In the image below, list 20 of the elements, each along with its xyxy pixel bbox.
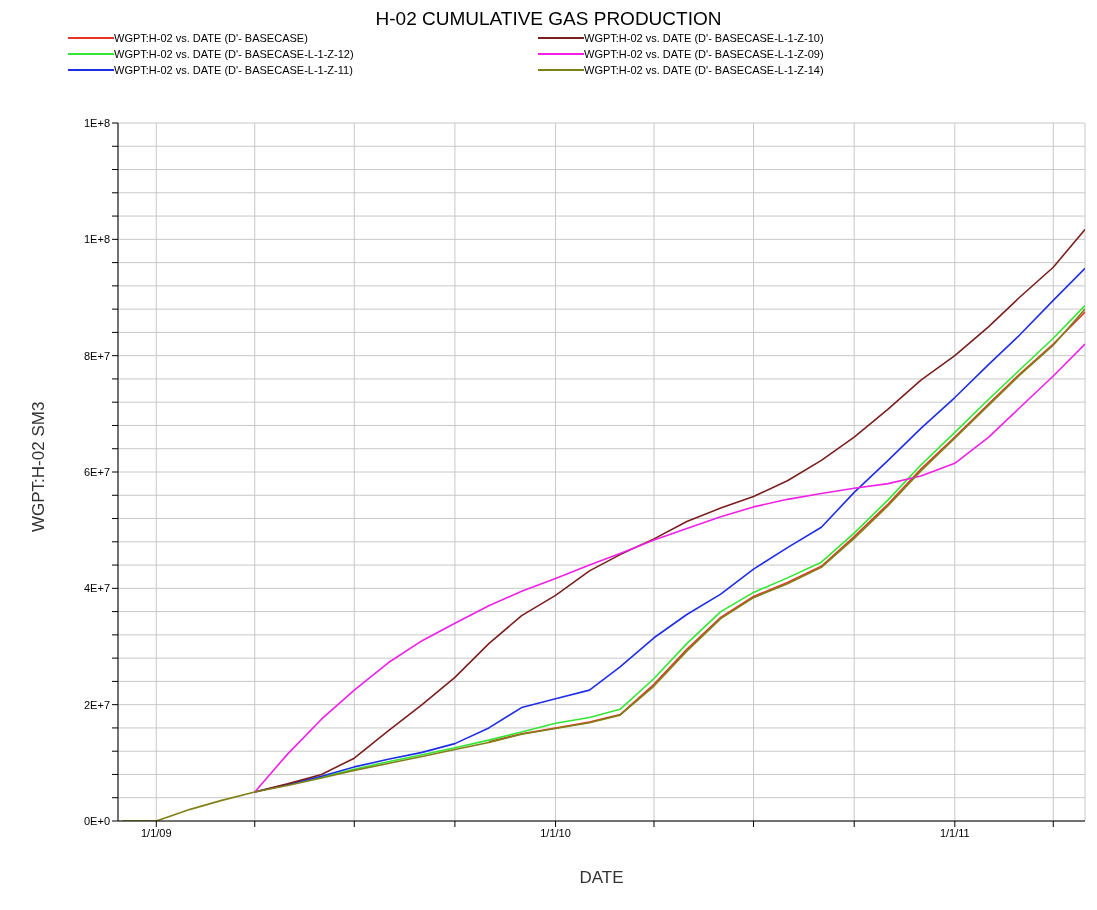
- legend-label: WGPT:H-02 vs. DATE (D'- BASECASE-L-1-Z-10): [584, 32, 824, 44]
- y-tick-label: 0E+0: [84, 814, 110, 827]
- chart-title: H-02 CUMULATIVE GAS PRODUCTION: [374, 8, 723, 30]
- legend-label: WGPT:H-02 vs. DATE (D'- BASECASE-L-1-Z-11): [114, 64, 353, 76]
- y-tick-label: 1E+8: [84, 233, 110, 246]
- x-axis-title: DATE: [579, 868, 624, 887]
- y-tick-label: 8E+7: [84, 349, 110, 362]
- y-tick-label: 2E+7: [84, 698, 110, 711]
- x-tick-label: 1/1/10: [540, 826, 571, 839]
- legend-label: WGPT:H-02 vs. DATE (D'- BASECASE-L-1-Z-14): [584, 64, 824, 76]
- legend-label: WGPT:H-02 vs. DATE (D'- BASECASE-L-1-Z-09): [584, 48, 824, 60]
- legend-label: WGPT:H-02 vs. DATE (D'- BASECASE-L-1-Z-12): [114, 48, 354, 60]
- y-tick-label: 1E+8: [84, 116, 110, 129]
- line-series: [488, 311, 1085, 743]
- y-tick-label: 6E+7: [84, 465, 110, 478]
- y-axis-title: WGPT:H-02 SM3: [29, 401, 49, 532]
- legend-label: WGPT:H-02 vs. DATE (D'- BASECASE): [114, 32, 308, 44]
- y-tick-label: 4E+7: [84, 582, 110, 595]
- x-tick-label: 1/1/11: [939, 826, 970, 839]
- x-tick-label: 1/1/09: [140, 826, 172, 839]
